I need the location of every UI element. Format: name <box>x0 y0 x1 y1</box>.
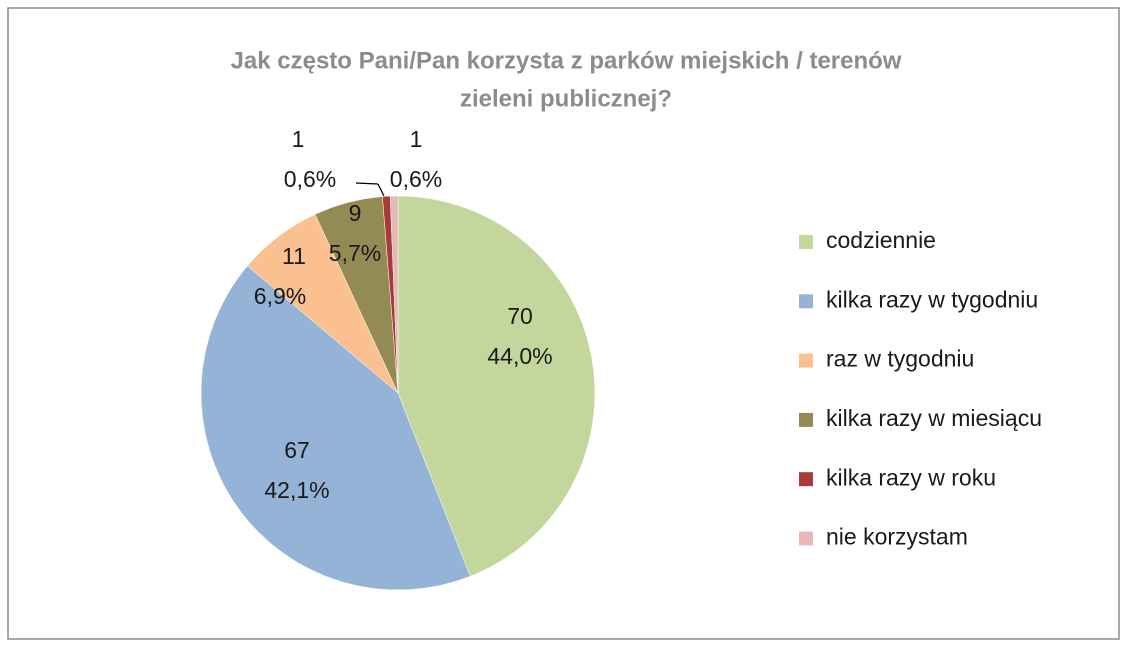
legend-swatch <box>799 235 813 249</box>
data-label-percent: 0,6% <box>284 166 336 192</box>
data-label: 1 <box>292 126 305 152</box>
pie-slice <box>389 195 399 394</box>
legend-swatch <box>799 412 813 427</box>
legend-label: kilka razy w miesiącu <box>826 405 1042 431</box>
data-label-percent: 42,1% <box>264 477 329 503</box>
data-label: 9 <box>349 200 362 226</box>
leader-line <box>355 182 379 185</box>
legend-label: codziennie <box>826 227 936 253</box>
legend-swatch <box>799 472 813 487</box>
pie-slice <box>200 265 471 591</box>
legend-swatch <box>799 353 813 368</box>
legend-swatch <box>799 531 813 546</box>
data-label-percent: 0,6% <box>390 166 442 192</box>
data-label-percent: 5,7% <box>329 240 381 266</box>
chart-title: zieleni publicznej? <box>460 85 672 112</box>
data-label: 1 <box>410 126 423 152</box>
leader-line <box>377 183 385 197</box>
legend-label: kilka razy w tygodniu <box>826 286 1038 312</box>
data-label-percent: 6,9% <box>254 283 306 309</box>
legend-label: kilka razy w roku <box>826 464 996 490</box>
data-label: 67 <box>284 437 310 463</box>
legend-label: raz w tygodniu <box>826 346 974 372</box>
pie-slice <box>397 195 596 577</box>
data-label: 11 <box>282 243 306 269</box>
data-label-percent: 44,0% <box>487 343 552 369</box>
chart-title: Jak często Pani/Pan korzysta z parków mi… <box>231 47 902 74</box>
legend-label: nie korzystam <box>826 524 968 550</box>
legend-swatch <box>799 294 813 309</box>
data-label: 70 <box>507 303 533 329</box>
